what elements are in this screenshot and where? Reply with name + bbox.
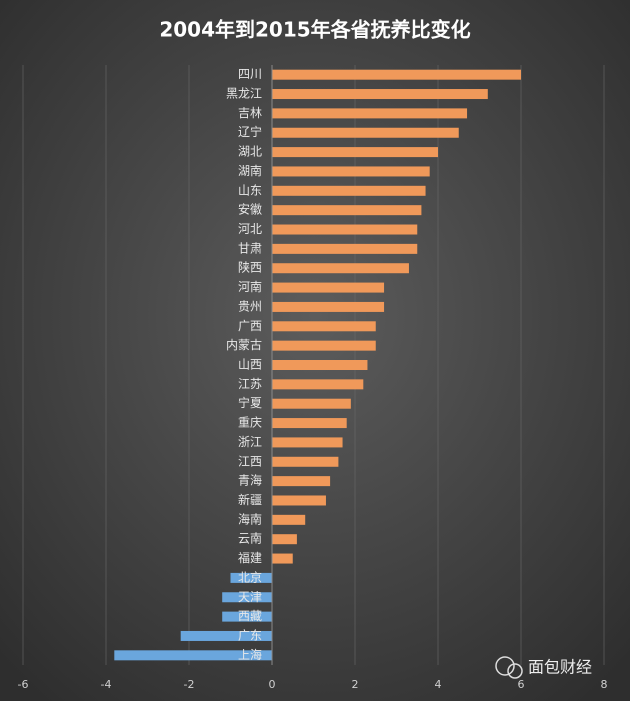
bar <box>272 185 426 196</box>
bar <box>272 89 488 100</box>
bar <box>272 534 297 545</box>
source: 面包财经 <box>528 658 592 677</box>
bar <box>272 301 385 312</box>
x-tick-label: 2 <box>352 678 359 691</box>
watermark-logo <box>495 656 523 679</box>
y-tick-label: 湖南 <box>238 163 262 178</box>
y-tick-label: 云南 <box>238 531 262 546</box>
y-tick-label: 宁夏 <box>238 395 262 410</box>
y-tick-label: 陕西 <box>238 260 262 275</box>
bar <box>272 340 376 351</box>
bar <box>272 553 293 564</box>
chart-title: 2004年到2015年各省抚养比变化 <box>159 18 470 42</box>
bar <box>272 205 422 216</box>
y-tick-label: 海南 <box>238 511 262 526</box>
bar <box>180 630 272 641</box>
x-tick-label: 4 <box>435 678 442 691</box>
bar <box>222 592 272 603</box>
y-tick-label: 江西 <box>238 454 262 468</box>
y-tick-label: 广西 <box>238 319 262 333</box>
bar <box>272 437 343 448</box>
bar <box>272 398 351 409</box>
y-tick-label: 青海 <box>238 473 262 488</box>
y-tick-label: 四川 <box>238 67 262 81</box>
x-tick-label: -2 <box>184 678 195 691</box>
y-tick-label: 重庆 <box>238 416 262 430</box>
bar <box>272 360 368 370</box>
bar <box>114 650 272 661</box>
y-tick-label: 贵州 <box>238 299 262 313</box>
bar <box>272 166 430 177</box>
bar <box>230 572 272 583</box>
bar <box>272 282 385 293</box>
y-tick-label: 湖北 <box>238 144 262 159</box>
y-tick-label: 吉林 <box>238 106 262 120</box>
x-tick-label: 0 <box>269 678 276 691</box>
x-tick-label: 6 <box>518 678 525 691</box>
y-tick-label: 山东 <box>238 183 262 197</box>
y-tick-label: 河北 <box>238 222 262 236</box>
y-tick-label: 北京 <box>238 570 262 584</box>
y-tick-label: 江苏 <box>238 377 262 391</box>
y-tick-label: 辽宁 <box>238 124 262 139</box>
bar <box>272 476 331 487</box>
y-tick-label: 福建 <box>238 550 262 565</box>
bar <box>272 514 306 525</box>
y-tick-label: 山西 <box>238 358 262 372</box>
bar <box>272 495 326 506</box>
bar <box>272 321 376 332</box>
y-tick-label: 安徽 <box>238 202 262 217</box>
bar <box>272 243 418 254</box>
y-tick-label: 广东 <box>238 628 262 642</box>
bar <box>272 69 521 80</box>
y-tick-label: 上海 <box>238 647 262 662</box>
bar <box>272 379 364 390</box>
y-tick-label: 新疆 <box>238 492 262 507</box>
bar <box>272 108 468 119</box>
bar <box>272 418 347 429</box>
x-tick-label: 8 <box>601 678 608 691</box>
bar <box>272 224 418 235</box>
bar <box>272 127 459 138</box>
y-tick-label: 甘肃 <box>238 241 262 255</box>
y-tick-label: 浙江 <box>238 435 262 449</box>
bar <box>272 147 438 158</box>
x-tick-label: -4 <box>101 678 112 691</box>
bar <box>272 263 409 274</box>
bar <box>222 611 272 622</box>
y-tick-label: 河南 <box>238 279 262 294</box>
y-tick-label: 黑龙江 <box>226 87 262 101</box>
bar <box>272 456 339 467</box>
y-tick-label: 西藏 <box>238 609 262 623</box>
y-tick-label: 天津 <box>238 590 262 604</box>
y-tick-label: 内蒙古 <box>226 337 262 352</box>
x-tick-label: -6 <box>18 678 29 691</box>
